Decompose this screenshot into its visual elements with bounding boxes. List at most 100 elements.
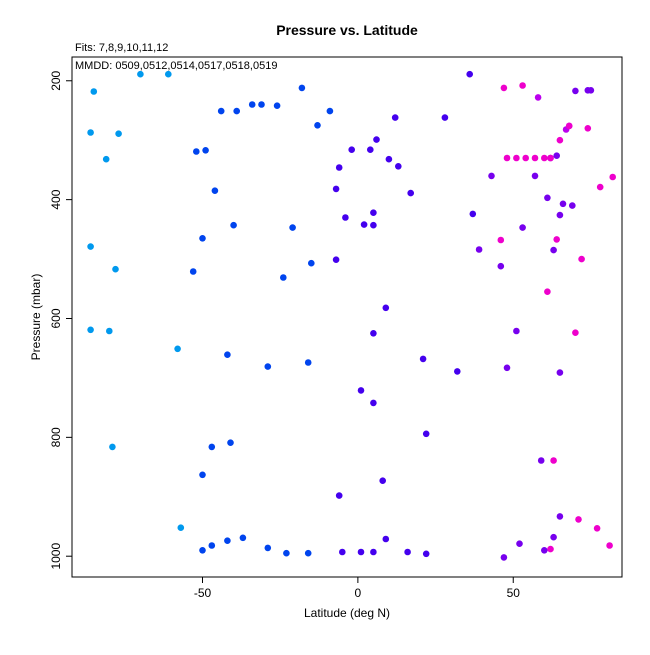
data-point: [466, 70, 474, 78]
data-point: [273, 102, 281, 109]
data-point: [606, 542, 613, 549]
data-point: [550, 533, 557, 541]
data-point: [199, 235, 206, 242]
data-point: [572, 329, 579, 337]
data-point: [370, 209, 377, 216]
data-point: [419, 355, 427, 363]
data-point: [422, 550, 430, 558]
data-point: [382, 304, 390, 312]
data-point: [199, 547, 206, 554]
data-point: [304, 549, 312, 557]
data-point: [264, 363, 272, 370]
data-point: [550, 246, 557, 254]
y-tick-label: 1000: [49, 543, 63, 570]
data-point: [314, 122, 321, 129]
data-point: [500, 84, 508, 92]
data-point: [233, 107, 240, 115]
data-point: [513, 327, 520, 335]
data-point: [90, 88, 98, 95]
data-point: [596, 183, 604, 191]
data-point: [258, 101, 265, 108]
data-point: [189, 268, 197, 275]
data-point: [335, 164, 343, 171]
data-point: [199, 471, 206, 479]
data-point: [342, 214, 349, 221]
data-point: [335, 492, 343, 499]
x-tick-label: -50: [194, 586, 212, 600]
data-point: [497, 236, 505, 244]
data-point: [326, 107, 334, 115]
data-point: [519, 82, 526, 89]
data-point: [289, 224, 296, 231]
plot-frame: [71, 56, 623, 578]
data-point: [224, 537, 231, 544]
data-point: [230, 221, 237, 229]
data-point: [609, 173, 616, 181]
data-point: [208, 542, 216, 549]
data-point: [593, 525, 601, 532]
data-point: [547, 154, 554, 162]
data-point: [550, 457, 557, 464]
data-point: [572, 87, 579, 95]
data-point: [544, 194, 551, 202]
data-point: [575, 516, 582, 523]
data-point: [370, 399, 377, 407]
data-point: [367, 146, 374, 153]
points-layer: [87, 70, 616, 561]
data-point: [217, 107, 225, 115]
data-point: [534, 94, 542, 101]
data-point: [503, 364, 511, 372]
data-point: [556, 136, 564, 144]
data-point: [469, 210, 477, 218]
data-point: [283, 549, 290, 557]
y-tick-label: 200: [49, 70, 63, 90]
data-point: [587, 87, 595, 94]
data-point: [422, 430, 430, 438]
data-point: [404, 548, 411, 556]
data-point: [497, 262, 505, 270]
data-point: [102, 155, 110, 163]
data-point: [544, 288, 551, 296]
data-point: [227, 439, 234, 447]
data-point: [556, 369, 564, 376]
data-point: [308, 259, 315, 267]
data-point: [391, 114, 399, 121]
data-point: [441, 114, 449, 121]
x-tick-label: 50: [507, 586, 521, 600]
data-point: [454, 368, 461, 375]
data-point: [248, 101, 256, 108]
data-point: [280, 274, 287, 281]
data-point: [488, 172, 495, 180]
data-point: [382, 535, 390, 543]
data-point: [370, 548, 377, 556]
chart-title: Pressure vs. Latitude: [276, 22, 418, 38]
data-point: [541, 154, 548, 162]
data-point: [208, 443, 216, 451]
data-point: [373, 136, 380, 143]
data-point: [174, 345, 181, 353]
y-tick-label: 400: [49, 189, 63, 209]
data-point: [193, 148, 200, 155]
data-point: [224, 351, 231, 359]
data-point: [332, 256, 340, 264]
data-point: [177, 524, 185, 531]
y-tick-label: 800: [49, 427, 63, 447]
data-point: [584, 125, 592, 132]
data-point: [522, 154, 529, 162]
data-point: [565, 122, 573, 130]
x-tick-label: 0: [355, 586, 362, 600]
data-point: [87, 129, 94, 136]
data-point: [109, 443, 116, 451]
data-point: [137, 70, 144, 78]
data-point: [87, 243, 94, 250]
data-point: [531, 154, 539, 162]
data-point: [556, 211, 564, 219]
data-point: [531, 172, 539, 180]
data-point: [304, 359, 312, 366]
data-point: [370, 221, 377, 229]
x-axis-label: Latitude (deg N): [304, 606, 390, 620]
data-point: [370, 330, 377, 337]
data-point: [357, 387, 365, 394]
